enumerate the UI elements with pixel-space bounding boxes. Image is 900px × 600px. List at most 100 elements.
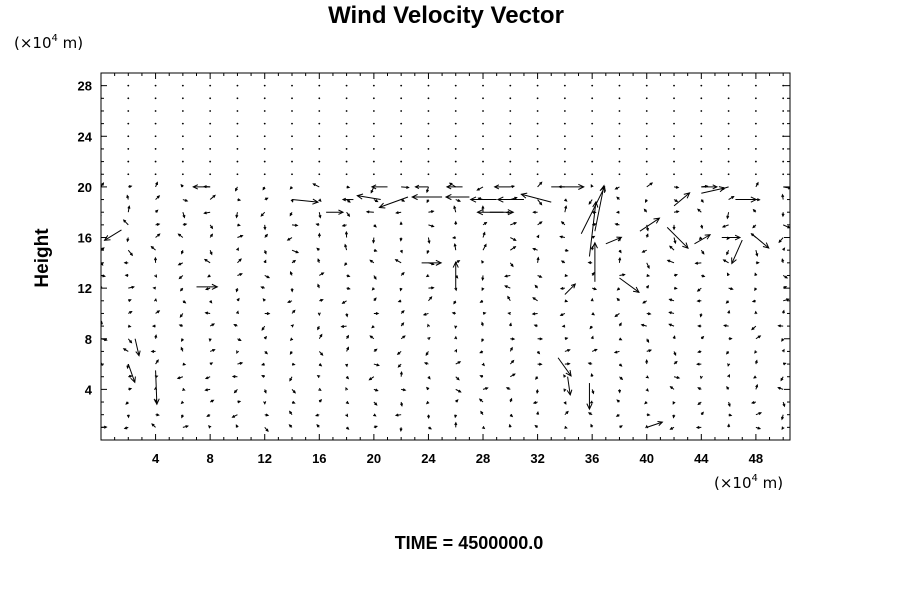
field-vector-head: [589, 400, 594, 404]
field-vector-head: [129, 340, 133, 344]
wind-vector-head: [750, 196, 758, 203]
field-vector-head: [122, 348, 127, 352]
field-vector: [727, 84, 730, 87]
field-vector: [181, 110, 184, 112]
field-vector-head: [208, 425, 212, 429]
field-vector: [782, 97, 785, 100]
field-vector-head: [758, 412, 763, 415]
field-vector-head: [456, 260, 461, 264]
field-vector: [263, 135, 266, 138]
wind-vector-head: [507, 209, 515, 216]
field-vector-head: [369, 259, 373, 263]
field-vector-head: [345, 400, 350, 405]
field-vector-head: [233, 390, 238, 394]
field-vector: [101, 97, 102, 100]
field-vector-head: [129, 374, 133, 378]
field-vector-head: [261, 327, 265, 331]
field-vector-head: [644, 199, 648, 203]
field-vector-head: [103, 425, 108, 429]
field-vector-head: [376, 363, 380, 367]
field-vector-head: [695, 425, 700, 429]
field-vector: [127, 135, 130, 138]
wind-vector-head: [704, 234, 712, 240]
field-vector: [427, 160, 430, 163]
field-vector-head: [504, 274, 508, 278]
field-vector: [427, 97, 430, 100]
wind-vector: [731, 239, 743, 264]
field-vector-head: [289, 212, 293, 217]
field-vector: [454, 84, 457, 87]
field-vector: [754, 110, 757, 112]
field-vector: [372, 97, 375, 100]
field-vector-head: [616, 196, 620, 200]
field-vector-head: [726, 386, 730, 390]
field-vector: [127, 122, 130, 125]
field-vector: [372, 135, 375, 138]
field-vector-head: [539, 221, 543, 225]
field-vector: [400, 84, 403, 87]
field-vector: [645, 135, 648, 138]
field-vector: [154, 148, 157, 150]
field-vector: [700, 110, 703, 112]
field-vector-head: [757, 426, 762, 430]
field-vector-head: [154, 297, 158, 302]
field-vector-head: [534, 424, 538, 429]
field-vector: [782, 122, 785, 125]
field-vector: [209, 110, 212, 112]
field-vector: [101, 122, 102, 125]
field-vector-head: [784, 275, 789, 279]
field-vector-head: [289, 337, 294, 341]
field-vector-head: [264, 351, 269, 355]
field-vector-head: [204, 376, 209, 380]
field-vector-head: [152, 286, 157, 290]
field-vector: [291, 160, 293, 163]
field-vector: [400, 160, 403, 163]
field-vector: [509, 148, 512, 150]
field-vector-head: [347, 286, 351, 290]
field-vector-head: [124, 273, 129, 277]
field-vector: [618, 148, 621, 150]
field-vector: [754, 173, 757, 176]
wind-vector-head: [493, 184, 500, 190]
field-vector-head: [591, 271, 595, 276]
field-vector-head: [539, 202, 543, 206]
field-vector-head: [371, 325, 375, 329]
field-vector: [700, 173, 703, 176]
field-vector: [591, 110, 594, 112]
field-vector-head: [587, 261, 592, 265]
field-vector: [400, 173, 403, 176]
field-vector: [291, 110, 293, 112]
field-vector-head: [203, 258, 208, 262]
wind-vector-head: [592, 200, 599, 208]
field-vector-head: [346, 213, 351, 217]
field-vector-head: [641, 249, 646, 253]
field-vector-head: [264, 233, 269, 238]
field-vector: [645, 84, 648, 87]
field-vector-head: [754, 350, 758, 354]
x-unit-exp: 4: [752, 473, 758, 484]
y-unit-label: (×104 m): [14, 33, 83, 52]
wind-vector-head: [653, 217, 661, 224]
wind-vector-head: [378, 202, 386, 209]
field-vector-head: [316, 423, 320, 428]
field-vector-head: [374, 402, 378, 406]
field-vector-head: [727, 363, 731, 367]
field-vector: [645, 122, 648, 125]
field-vector-head: [368, 377, 372, 381]
field-vector-head: [700, 335, 705, 340]
field-vector: [482, 173, 484, 176]
field-vector-head: [618, 337, 623, 341]
field-vector-head: [454, 220, 458, 225]
field-vector-head: [401, 310, 405, 314]
field-vector-head: [615, 210, 620, 214]
field-vector-head: [401, 271, 405, 276]
vector-field: [101, 84, 790, 433]
field-vector-head: [260, 286, 264, 290]
field-vector: [101, 224, 102, 226]
field-vector: [509, 84, 512, 87]
field-vector-head: [783, 362, 787, 366]
field-vector-head: [209, 362, 214, 366]
wind-vector-head: [683, 192, 691, 199]
field-vector-head: [427, 323, 431, 328]
field-vector-head: [669, 426, 673, 430]
